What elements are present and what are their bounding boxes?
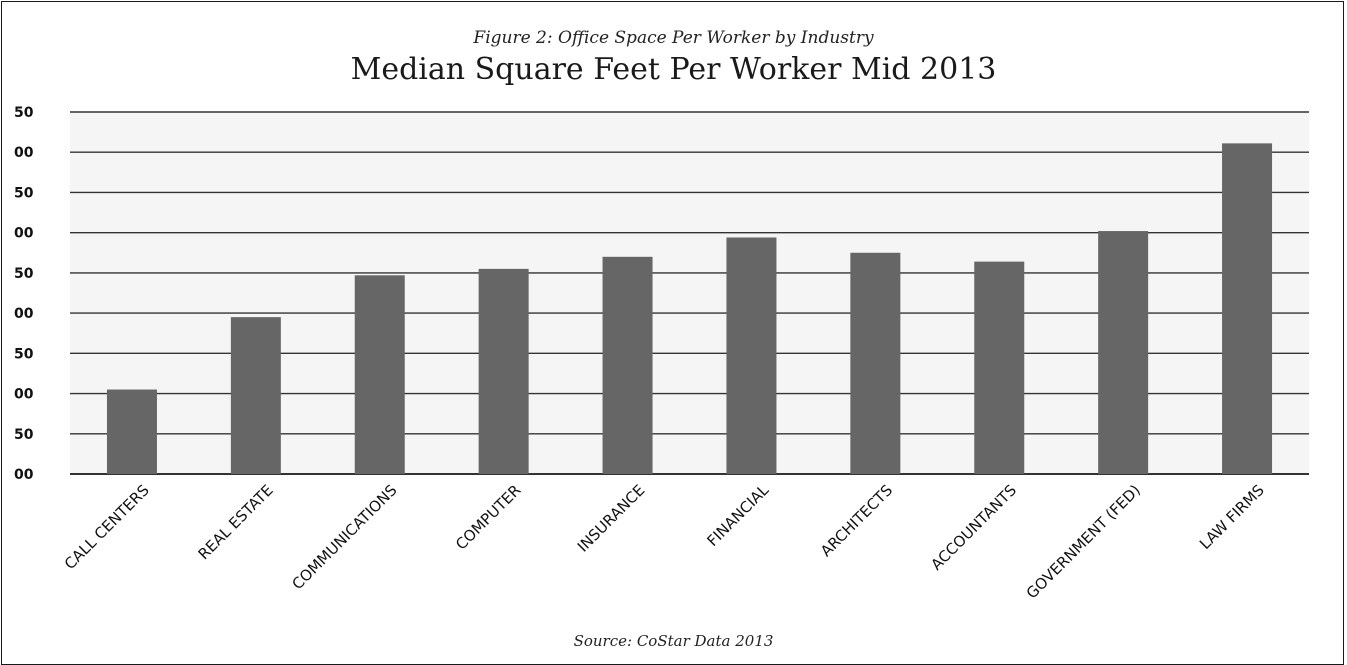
bar [354, 275, 405, 474]
x-tick-label: INSURANCE [574, 481, 649, 556]
bar [1222, 143, 1273, 474]
chart-subtitle: Figure 2: Office Space Per Worker by Ind… [473, 28, 874, 48]
bar [106, 389, 157, 474]
y-tick-label: 50 [14, 427, 34, 443]
chart-title: Median Square Feet Per Worker Mid 2013 [350, 52, 997, 87]
bar [974, 261, 1025, 474]
y-tick-label: 00 [14, 387, 34, 403]
y-tick-label: 00 [14, 467, 34, 483]
y-tick-label: 50 [14, 266, 34, 282]
x-tick-label: LAW FIRMS [1196, 481, 1268, 553]
y-tick-label: 00 [14, 306, 34, 322]
x-tick-label: CALL CENTERS [61, 481, 153, 573]
bar [726, 237, 777, 474]
x-tick-label: COMMUNICATIONS [289, 481, 401, 593]
y-tick-label: 50 [14, 105, 34, 121]
x-tick-label: GOVERNMENT (FED) [1023, 481, 1144, 602]
x-tick-label: COMPUTER [452, 481, 524, 553]
chart-source: Source: CoStar Data 2013 [573, 632, 774, 650]
y-tick-label: 00 [14, 145, 34, 161]
bar [850, 252, 901, 474]
x-tick-label: FINANCIAL [703, 481, 772, 550]
bar [1098, 231, 1149, 474]
y-tick-label: 00 [14, 226, 34, 242]
x-tick-label: REAL ESTATE [195, 481, 277, 563]
x-tick-label: ARCHITECTS [817, 481, 896, 560]
bar [478, 268, 529, 474]
bar [230, 317, 281, 474]
bar [602, 256, 653, 474]
y-tick-label: 50 [14, 346, 34, 362]
y-tick-label: 50 [14, 185, 34, 201]
x-tick-label: ACCOUNTANTS [927, 481, 1020, 574]
